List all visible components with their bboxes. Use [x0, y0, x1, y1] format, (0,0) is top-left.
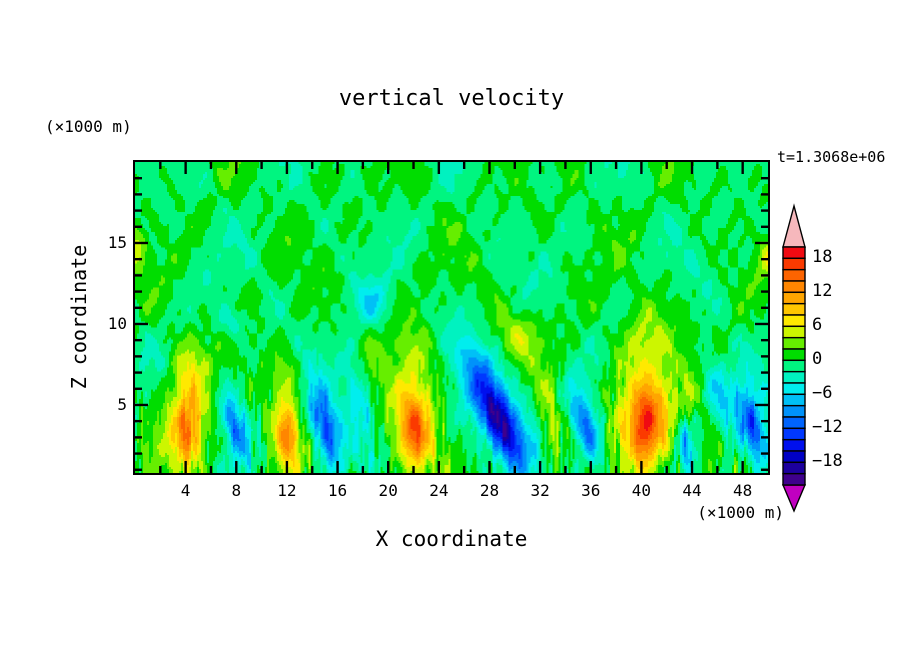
- colorbar-label: 18: [812, 247, 833, 268]
- time-label: t=1.3068e+06: [777, 148, 886, 166]
- x-axis-unit-label: (×1000 m): [697, 503, 784, 522]
- x-tick-label: 16: [327, 481, 348, 500]
- plot-title: vertical velocity: [338, 86, 565, 111]
- x-tick-label: 20: [378, 481, 398, 500]
- z-tick-label: 10: [107, 313, 127, 333]
- colorbar-label: −18: [812, 451, 843, 472]
- colorbar-label: 12: [812, 281, 833, 302]
- x-tick-label: 28: [479, 481, 500, 500]
- z-tick-label: 5: [117, 394, 127, 414]
- x-tick-label: 12: [277, 481, 297, 500]
- z-axis-title: Z coordinate: [67, 244, 91, 390]
- colorbar: [781, 203, 807, 513]
- colorbar-label: −12: [812, 417, 843, 438]
- x-tick-label: 32: [530, 481, 550, 500]
- x-tick-label: 4: [180, 481, 191, 500]
- x-axis-title: X coordinate: [375, 527, 528, 551]
- colorbar-label: 0: [812, 349, 823, 370]
- contour-field-canvas: [135, 162, 768, 473]
- plot-area: [133, 160, 770, 475]
- colorbar-label: −6: [812, 383, 833, 404]
- x-tick-label: 36: [581, 481, 601, 500]
- x-tick-label: 44: [682, 481, 702, 500]
- z-axis-unit-label: (×1000 m): [45, 117, 132, 136]
- x-tick-label: 40: [631, 481, 652, 500]
- x-tick-label: 48: [733, 481, 753, 500]
- z-tick-label: 15: [107, 232, 127, 252]
- colorbar-label: 6: [812, 315, 823, 336]
- x-tick-label: 8: [231, 481, 242, 500]
- x-tick-label: 24: [429, 481, 449, 500]
